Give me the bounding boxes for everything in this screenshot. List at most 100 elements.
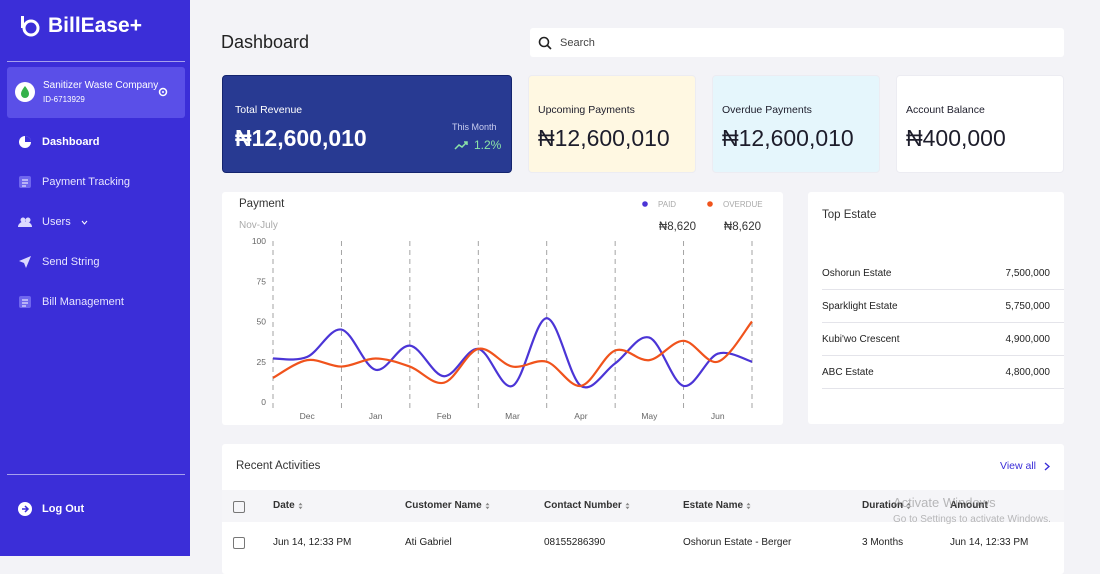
column-label: Date — [273, 500, 295, 511]
column-header: Amount — [950, 500, 988, 511]
column-header: Date — [273, 500, 303, 511]
x-tick-label: Jan — [369, 411, 383, 421]
page-title: Dashboard — [221, 32, 310, 52]
search-box[interactable]: Search — [530, 28, 1064, 57]
dropdown-caret — [81, 220, 88, 225]
sort-icon[interactable] — [625, 502, 630, 510]
table-cell: Jun 14, 12:33 PM — [950, 537, 1029, 548]
card-value: ₦12,600,010 — [722, 125, 854, 151]
nav-icon — [19, 136, 31, 148]
page: {"sidebar": {"brand": "BillEase+", "comp… — [0, 0, 1064, 574]
search-placeholder: Search — [560, 36, 595, 49]
company-card[interactable]: Sanitizer Waste Company ID-6713929 — [7, 67, 185, 118]
search-icon — [538, 36, 552, 50]
logout[interactable]: Log Out — [18, 499, 84, 519]
card-label: Account Balance — [906, 104, 985, 116]
table-cell: Jun 14, 12:33 PM — [273, 537, 352, 548]
brand: BillEase+ — [18, 14, 142, 38]
sort-icon[interactable] — [485, 502, 490, 510]
checkbox[interactable] — [233, 501, 245, 513]
sort-icon[interactable] — [298, 502, 303, 510]
revenue-card: Total Revenue ₦12,600,010 This Month 1.2… — [222, 75, 512, 173]
nav-item[interactable]: Payment Tracking — [18, 172, 130, 192]
nav-label: Send String — [42, 256, 100, 268]
sort-icon[interactable] — [906, 502, 911, 510]
payment-chart: Payment Nov-July PAID ₦8,620 OVERDUE ₦8,620 0 2… — [239, 198, 763, 421]
estate-amount: 4,900,000 — [1005, 333, 1051, 345]
chart-title: Payment — [239, 198, 285, 210]
table-cell: Ati Gabriel — [405, 537, 452, 548]
nav-label: Users — [42, 216, 71, 228]
divider — [7, 474, 185, 475]
checkbox[interactable] — [233, 537, 245, 549]
view-all[interactable]: View all — [1000, 460, 1050, 472]
chevron — [1044, 461, 1050, 471]
y-tick-label: 0 — [261, 397, 266, 407]
nav-item[interactable]: Users — [18, 212, 88, 232]
watermark-subtitle: Go to Settings to activate Windows. — [893, 514, 1051, 525]
stat-card: Overdue Payments ₦12,600,010 — [712, 75, 880, 173]
legend-label: PAID — [658, 200, 676, 209]
column-header: Duration — [862, 500, 911, 511]
estate-row: ABC Estate 4,800,000 — [822, 356, 1064, 389]
nav-icon — [19, 296, 31, 308]
column-header: Estate Name — [683, 500, 751, 511]
divider — [7, 61, 185, 62]
card-value: ₦400,000 — [906, 125, 1006, 151]
estate-name: Kubi'wo Crescent — [822, 333, 900, 345]
card-label: Upcoming Payments — [538, 104, 635, 116]
x-tick-label: Jun — [711, 411, 725, 421]
top-estate-panel: Top Estate Oshorun Estate 7,500,000 Sparkl… — [808, 192, 1064, 424]
view-all-label: View all — [1000, 460, 1036, 472]
brand-logo — [21, 16, 40, 37]
card-label: Total Revenue — [235, 104, 303, 116]
estate-name: Sparklight Estate — [822, 300, 898, 312]
sort-icon[interactable] — [746, 502, 751, 510]
trend-icon — [454, 141, 468, 150]
card-change: 1.2% — [454, 138, 501, 152]
legend-marker — [707, 201, 713, 207]
y-tick-label: 50 — [257, 317, 267, 327]
estate-name: ABC Estate — [822, 366, 874, 378]
card-value: ₦12,600,010 — [538, 125, 670, 151]
nav-label: Bill Management — [42, 296, 124, 308]
column-label: Amount — [950, 500, 988, 511]
chart-subtitle: Nov-July — [239, 220, 278, 231]
settings-icon[interactable] — [158, 87, 168, 97]
nav-label: Dashboard — [42, 136, 100, 148]
x-tick-label: Feb — [437, 411, 452, 421]
stat-card: Account Balance ₦400,000 — [896, 75, 1064, 173]
sidebar: BillEase+ Sanitizer Waste Company ID-671… — [0, 0, 190, 556]
company-name: Sanitizer Waste Company — [43, 80, 159, 91]
card-change-value: 1.2% — [474, 138, 502, 152]
nav-icon — [19, 256, 31, 268]
estate-row: Sparklight Estate 5,750,000 — [822, 290, 1064, 323]
card-period: This Month — [452, 122, 497, 132]
y-tick-label: 75 — [257, 276, 267, 286]
nav-item[interactable]: Dashboard — [18, 132, 99, 152]
legend-label: OVERDUE — [723, 200, 763, 209]
company-avatar — [15, 82, 35, 102]
card-label: Overdue Payments — [722, 104, 812, 116]
y-tick-label: 25 — [257, 357, 267, 367]
nav-item[interactable]: Bill Management — [18, 292, 124, 312]
column-label: Duration — [862, 500, 904, 511]
estate-row: Kubi'wo Crescent 4,900,000 — [822, 323, 1064, 356]
y-tick-label: 100 — [252, 236, 266, 246]
panel-title: Top Estate — [822, 209, 877, 221]
estate-amount: 5,750,000 — [1005, 300, 1051, 312]
column-header: Contact Number — [544, 500, 630, 511]
column-header: Customer Name — [405, 500, 490, 511]
series-line — [272, 320, 753, 388]
x-tick-label: Mar — [505, 411, 520, 421]
x-tick-label: Dec — [300, 411, 316, 421]
nav-icon — [18, 217, 32, 227]
column-label: Contact Number — [544, 500, 622, 511]
card-value: ₦12,600,010 — [235, 125, 367, 151]
nav-icon — [19, 176, 31, 188]
logout-label: Log Out — [42, 503, 85, 515]
stat-card: Upcoming Payments ₦12,600,010 — [528, 75, 696, 173]
nav-item[interactable]: Send String — [18, 252, 99, 272]
x-tick-label: May — [641, 411, 658, 421]
x-tick-label: Apr — [574, 411, 587, 421]
